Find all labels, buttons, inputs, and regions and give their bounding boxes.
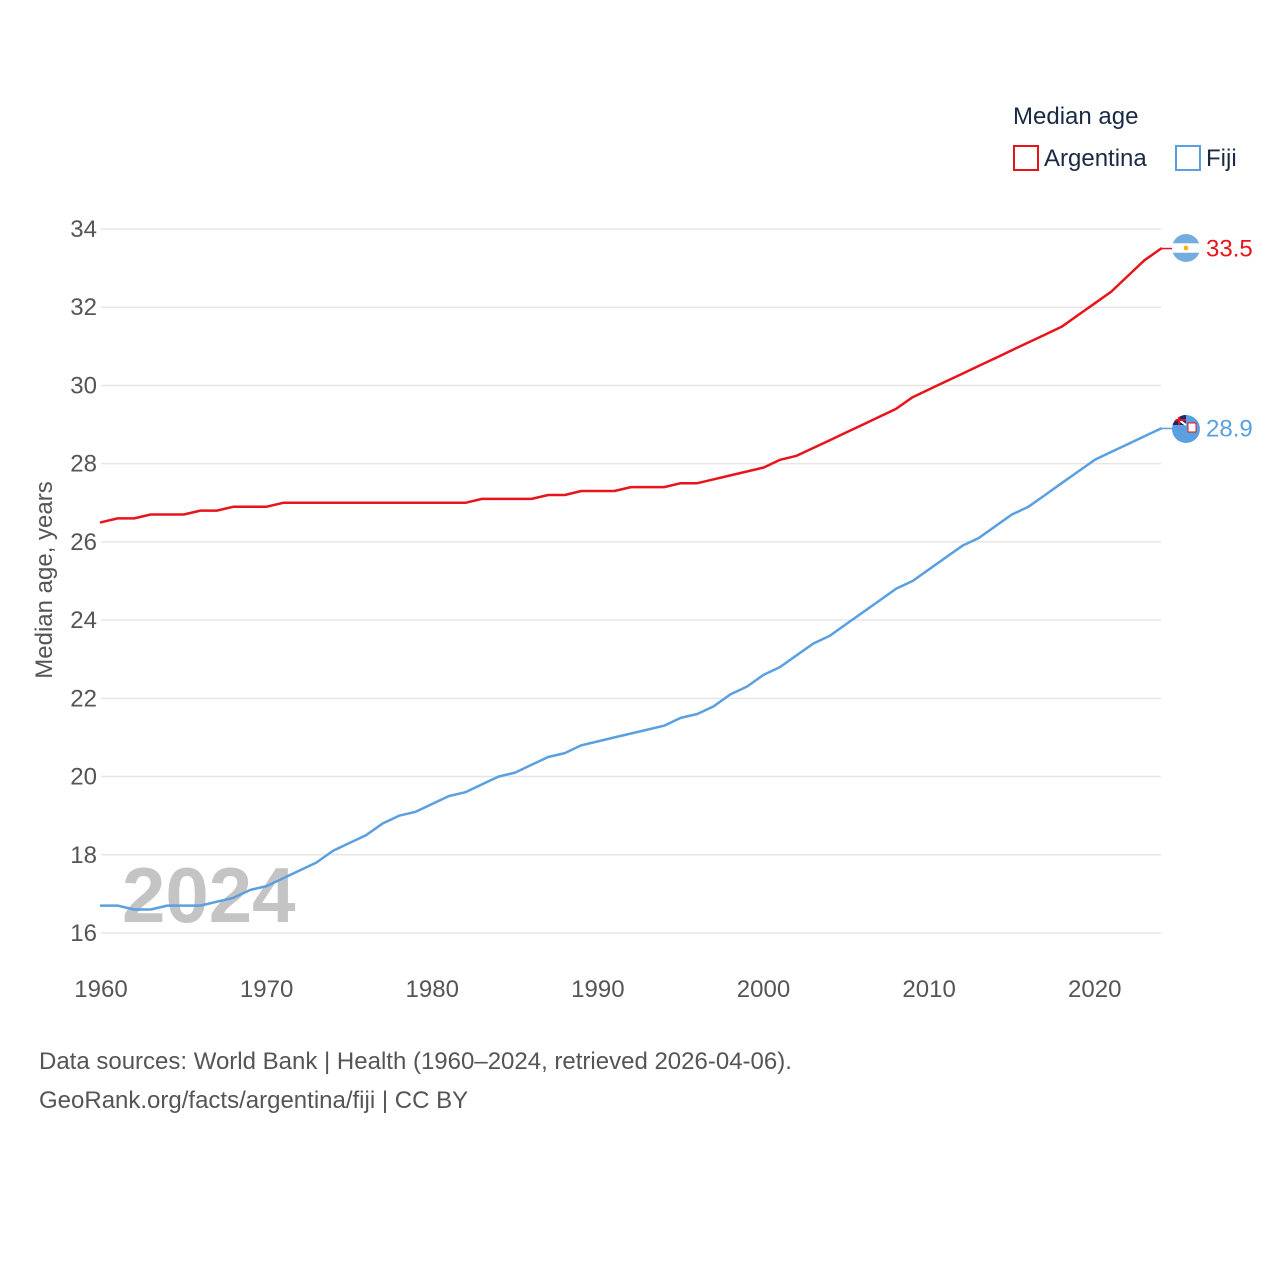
y-tick-label: 22 [70, 685, 97, 712]
x-tick-label: 1990 [571, 976, 624, 1003]
x-tick-label: 1970 [240, 976, 293, 1003]
end-value-label-argentina: 33.5 [1206, 236, 1253, 263]
fiji-flag-icon [1172, 415, 1200, 443]
legend-swatch-argentina [1013, 145, 1039, 171]
y-axis: 16 18 20 22 24 26 28 30 32 34 [70, 216, 97, 947]
y-tick-label: 28 [70, 451, 97, 478]
series-line-argentina[interactable] [99, 247, 1163, 524]
end-labels: 33.5 28.9 [1161, 236, 1253, 442]
y-axis-title: Median age, years [31, 481, 58, 678]
x-tick-label: 2010 [902, 976, 955, 1003]
legend-item-fiji[interactable]: Fiji [1175, 145, 1237, 172]
x-tick-label: 1980 [406, 976, 459, 1003]
legend-swatch-fiji [1175, 145, 1201, 171]
y-tick-label: 32 [70, 294, 97, 321]
x-tick-label: 1960 [74, 976, 127, 1003]
legend-title: Median age [1013, 103, 1138, 130]
x-tick-label: 2000 [737, 976, 790, 1003]
legend-label-argentina: Argentina [1044, 145, 1147, 172]
y-tick-label: 20 [70, 764, 97, 791]
series-lines [99, 247, 1163, 911]
attribution-text[interactable]: GeoRank.org/facts/argentina/fiji | CC BY [39, 1087, 468, 1114]
series-line-fiji[interactable] [99, 427, 1163, 911]
y-tick-label: 24 [70, 607, 97, 634]
x-axis: 1960 1970 1980 1990 2000 2010 2020 [74, 976, 1121, 1003]
y-tick-label: 18 [70, 842, 97, 869]
legend-label-fiji: Fiji [1206, 145, 1237, 172]
y-tick-label: 34 [70, 216, 97, 243]
grid [101, 228, 1161, 934]
legend-item-argentina[interactable]: Argentina [1013, 145, 1147, 172]
y-tick-label: 30 [70, 372, 97, 399]
end-value-label-fiji: 28.9 [1206, 415, 1253, 442]
year-watermark: 2024 [122, 851, 296, 939]
data-source-text: Data sources: World Bank | Health (1960–… [39, 1048, 792, 1075]
legend: Median age Argentina Fiji [1013, 103, 1237, 172]
x-tick-label: 2020 [1068, 976, 1121, 1003]
y-tick-label: 26 [70, 529, 97, 556]
y-tick-label: 16 [70, 920, 97, 947]
argentina-flag-icon [1172, 234, 1200, 262]
